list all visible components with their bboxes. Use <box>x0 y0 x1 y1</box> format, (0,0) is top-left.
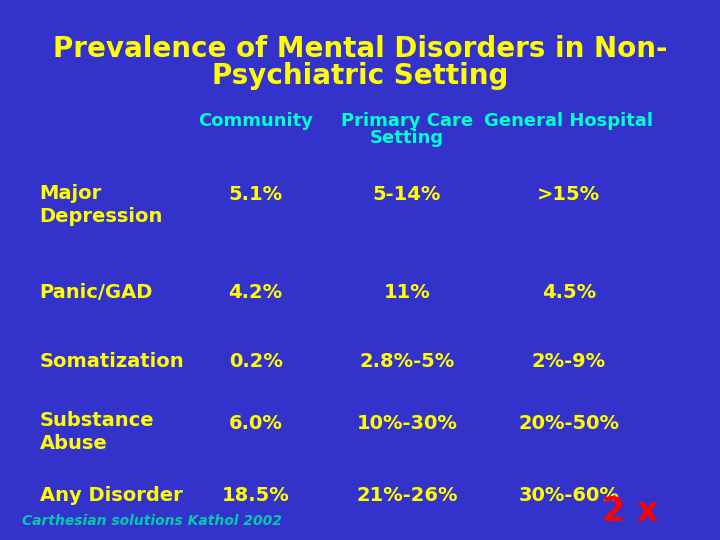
Text: 2 x: 2 x <box>602 495 658 528</box>
Text: 30%-60%: 30%-60% <box>518 485 619 505</box>
Text: 21%-26%: 21%-26% <box>356 485 457 505</box>
Text: Major
Depression: Major Depression <box>40 184 163 226</box>
Text: Prevalence of Mental Disorders in Non-: Prevalence of Mental Disorders in Non- <box>53 35 667 63</box>
Text: 6.0%: 6.0% <box>229 414 282 434</box>
Text: Carthesian solutions Kathol 2002: Carthesian solutions Kathol 2002 <box>22 514 282 528</box>
Text: 2%-9%: 2%-9% <box>532 352 606 372</box>
Text: General Hospital: General Hospital <box>485 112 653 131</box>
Text: Substance
Abuse: Substance Abuse <box>40 411 154 453</box>
Text: 10%-30%: 10%-30% <box>356 414 457 434</box>
Text: Panic/GAD: Panic/GAD <box>40 283 153 302</box>
Text: 5-14%: 5-14% <box>373 185 441 204</box>
Text: 11%: 11% <box>384 283 430 302</box>
Text: Primary Care: Primary Care <box>341 112 473 131</box>
Text: >15%: >15% <box>537 185 600 204</box>
Text: 5.1%: 5.1% <box>228 185 283 204</box>
Text: 18.5%: 18.5% <box>222 485 289 505</box>
Text: 2.8%-5%: 2.8%-5% <box>359 352 454 372</box>
Text: Psychiatric Setting: Psychiatric Setting <box>212 62 508 90</box>
Text: Somatization: Somatization <box>40 352 184 372</box>
Text: 4.2%: 4.2% <box>228 283 283 302</box>
Text: 20%-50%: 20%-50% <box>518 414 619 434</box>
Text: 4.5%: 4.5% <box>541 283 596 302</box>
Text: Setting: Setting <box>370 129 444 147</box>
Text: Any Disorder: Any Disorder <box>40 485 182 505</box>
Text: 0.2%: 0.2% <box>229 352 282 372</box>
Text: Community: Community <box>198 112 313 131</box>
